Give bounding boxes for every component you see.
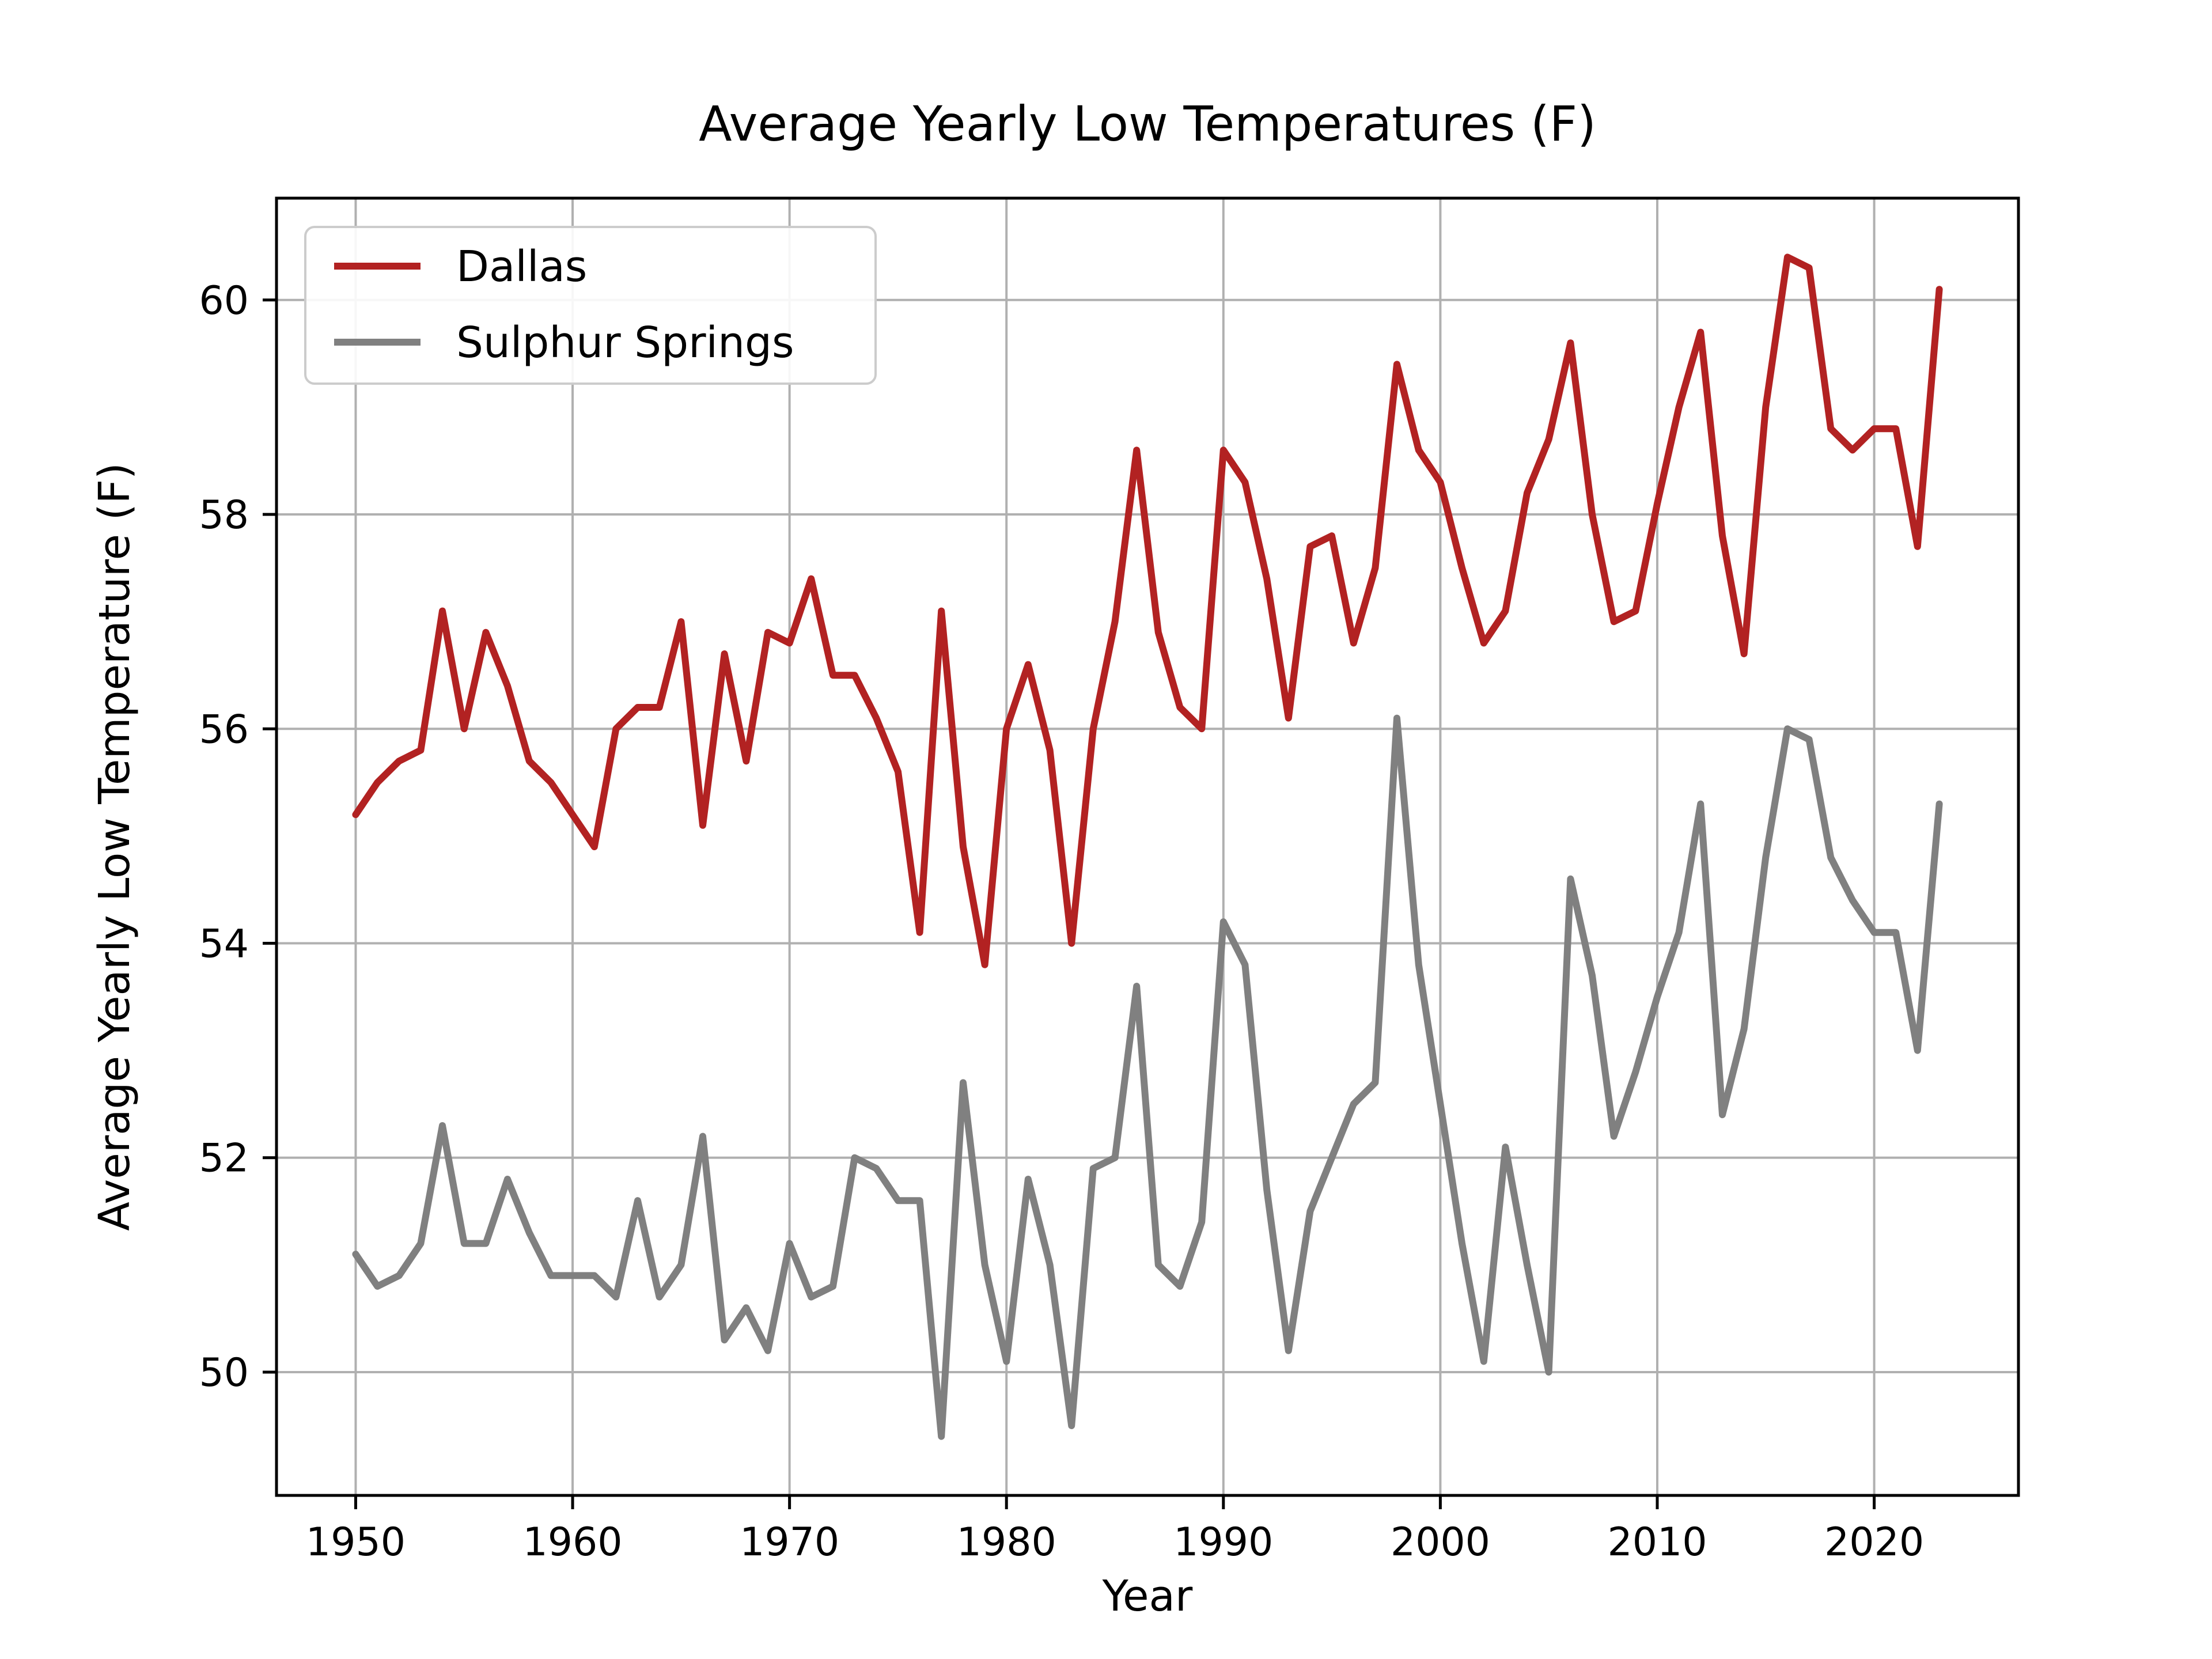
svg-text:2000: 2000 [1391, 1520, 1490, 1565]
legend: Dallas Sulphur Springs [304, 226, 877, 385]
svg-text:1990: 1990 [1173, 1520, 1273, 1565]
dallas-line [352, 253, 1943, 968]
plot-border [275, 196, 2020, 1497]
svg-text:1960: 1960 [523, 1520, 623, 1565]
svg-text:60: 60 [199, 278, 249, 324]
svg-text:54: 54 [199, 922, 249, 967]
sulphur-springs-line [352, 714, 1943, 1440]
svg-text:50: 50 [199, 1350, 249, 1396]
svg-text:56: 56 [199, 707, 249, 752]
svg-text:2020: 2020 [1824, 1520, 1924, 1565]
legend-label-sulphur-springs: Sulphur Springs [456, 318, 794, 368]
svg-text:58: 58 [199, 493, 249, 538]
svg-text:1950: 1950 [306, 1520, 406, 1565]
axis-ticks: 1950 1960 1970 1980 1990 2000 2010 2020 50 52 54 56… [199, 278, 1924, 1565]
svg-text:52: 52 [199, 1136, 249, 1181]
x-axis-label: Year [1102, 1571, 1193, 1621]
chart-title: Average Yearly Low Temperatures (F) [699, 96, 1596, 152]
legend-label-dallas: Dallas [456, 242, 587, 291]
legend-box [304, 226, 877, 385]
svg-text:2010: 2010 [1607, 1520, 1707, 1565]
gridlines [276, 198, 2018, 1495]
y-axis-label: Average Yearly Low Temperature (F) [90, 463, 139, 1231]
svg-text:1970: 1970 [740, 1520, 839, 1565]
svg-text:1980: 1980 [957, 1520, 1056, 1565]
